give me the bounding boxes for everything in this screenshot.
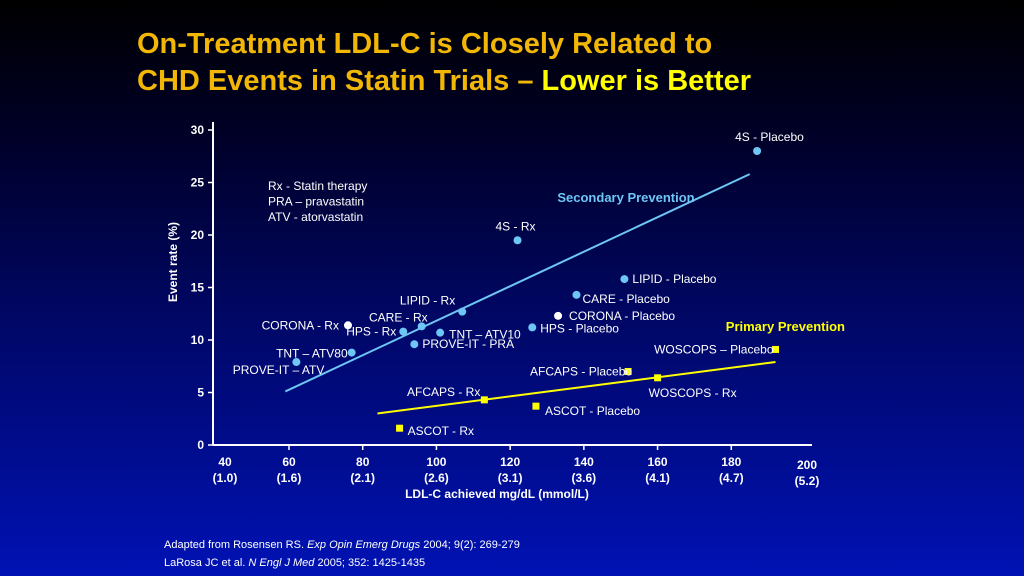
footnote-1-journal: Exp Opin Emerg Drugs: [307, 539, 421, 551]
footnote-2-prefix: LaRosa JC et al.: [164, 557, 249, 569]
y-tick-label: 10: [191, 333, 205, 347]
x-tick-label: 100: [426, 455, 446, 469]
secondary-point: [417, 322, 426, 331]
secondary-point-label: HPS - Rx: [346, 325, 396, 339]
title-line-2-prefix: CHD Events in Statin Trials –: [137, 65, 542, 97]
footnote-1-prefix: Adapted from Rosensen RS.: [164, 539, 308, 551]
slide-title: On-Treatment LDL-C is Closely Related to…: [137, 26, 997, 100]
y-tick-label: 20: [191, 228, 205, 242]
secondary-point-label: CARE - Placebo: [582, 292, 670, 306]
secondary-point-label: 4S - Placebo: [735, 130, 804, 144]
primary-point: [654, 374, 662, 382]
x-tick-sublabel: (1.6): [277, 471, 302, 485]
x-tick-sublabel: (4.7): [719, 471, 744, 485]
footnote-2: LaRosa JC et al. N Engl J Med 2005; 352:…: [164, 557, 425, 569]
secondary-point-label: PROVE-IT - PRA: [422, 337, 514, 351]
x-tick-sublabel: (3.6): [572, 471, 597, 485]
x-tick-label: 40: [218, 455, 232, 469]
x-tick-label: 180: [721, 455, 741, 469]
x-axis-label: LDL-C achieved mg/dL (mmol/L): [405, 487, 589, 501]
secondary-point: [292, 358, 301, 367]
secondary-point: [753, 147, 762, 155]
secondary-point-label: PROVE-IT – ATV: [233, 363, 325, 377]
x-tick-sublabel: (3.1): [498, 471, 523, 485]
y-tick-label: 25: [191, 176, 205, 190]
secondary-point: [554, 311, 563, 320]
secondary-point-label: LIPID - Placebo: [632, 272, 716, 286]
x-tick-label: 60: [282, 455, 296, 469]
x-tick-label: 140: [574, 455, 594, 469]
y-axis-label: Event rate (%): [166, 222, 180, 302]
legend-note-line: ATV - atorvastatin: [268, 210, 363, 224]
x-tick-label: 160: [648, 455, 668, 469]
primary-point: [532, 402, 540, 410]
x-tick-label: 200: [797, 458, 817, 472]
title-line-1: On-Treatment LDL-C is Closely Related to: [137, 28, 713, 60]
x-tick-sublabel: (2.1): [350, 471, 375, 485]
footnote-1: Adapted from Rosensen RS. Exp Opin Emerg…: [164, 539, 520, 551]
x-tick-sublabel: (4.1): [645, 471, 670, 485]
x-tick-label: 120: [500, 455, 520, 469]
secondary-point: [410, 340, 419, 349]
secondary-point: [620, 275, 629, 284]
secondary-point-label: CORONA - Rx: [262, 318, 339, 332]
primary-trendline: [377, 361, 776, 415]
secondary-point-label: 4S - Rx: [496, 219, 536, 233]
secondary-point-label: HPS - Placebo: [540, 321, 619, 335]
y-tick-label: 30: [191, 123, 205, 137]
primary-point-label: WOSCOPS - Rx: [649, 386, 737, 400]
secondary-point-label: TNT – ATV10: [449, 328, 521, 342]
primary-point: [480, 396, 488, 404]
primary-point-label: ASCOT - Placebo: [545, 404, 640, 418]
x-tick-sublabel: (2.6): [424, 471, 449, 485]
secondary-point: [347, 348, 356, 357]
secondary-series-label: Secondary Prevention: [557, 190, 694, 205]
footnote-2-journal: N Engl J Med: [248, 557, 315, 569]
primary-point: [772, 345, 780, 353]
primary-point-label: ASCOT - Rx: [408, 424, 474, 438]
primary-point-label: AFCAPS - Placebo: [530, 365, 632, 379]
y-tick-label: 15: [191, 281, 205, 295]
legend-note-line: Rx - Statin therapy: [268, 179, 367, 193]
title-highlight: Lower is Better: [541, 65, 752, 97]
footnote-2-suffix: 2005; 352: 1425-1435: [314, 557, 426, 569]
legend-note-line: PRA – pravastatin: [268, 195, 364, 209]
secondary-point-label: TNT – ATV80: [276, 347, 348, 361]
secondary-point: [458, 307, 467, 316]
y-tick-label: 5: [197, 386, 204, 400]
secondary-point-label: CORONA - Placebo: [569, 309, 675, 323]
footnote-1-suffix: 2004; 9(2): 269-279: [420, 539, 520, 551]
secondary-point: [513, 236, 522, 245]
primary-point: [624, 368, 632, 375]
secondary-point: [572, 290, 581, 299]
secondary-point-label: CARE - Rx: [369, 310, 428, 324]
secondary-point: [399, 327, 408, 336]
primary-point-label: WOSCOPS – Placebo: [654, 342, 774, 356]
x-tick-sublabel: (1.0): [213, 471, 238, 485]
y-tick-label: 0: [197, 438, 204, 452]
secondary-trendline: [284, 173, 751, 393]
x-tick-sublabel: (5.2): [795, 474, 820, 488]
secondary-point: [436, 328, 445, 337]
title-line-2: CHD Events in Statin Trials – Lower is B…: [137, 63, 997, 100]
primary-series-label: Primary Prevention: [726, 319, 845, 334]
secondary-point: [528, 323, 537, 332]
secondary-point-label: LIPID - Rx: [400, 294, 455, 308]
primary-point-label: AFCAPS - Rx: [407, 385, 480, 399]
secondary-point: [343, 321, 352, 330]
x-tick-label: 80: [356, 455, 370, 469]
primary-point: [396, 424, 404, 432]
